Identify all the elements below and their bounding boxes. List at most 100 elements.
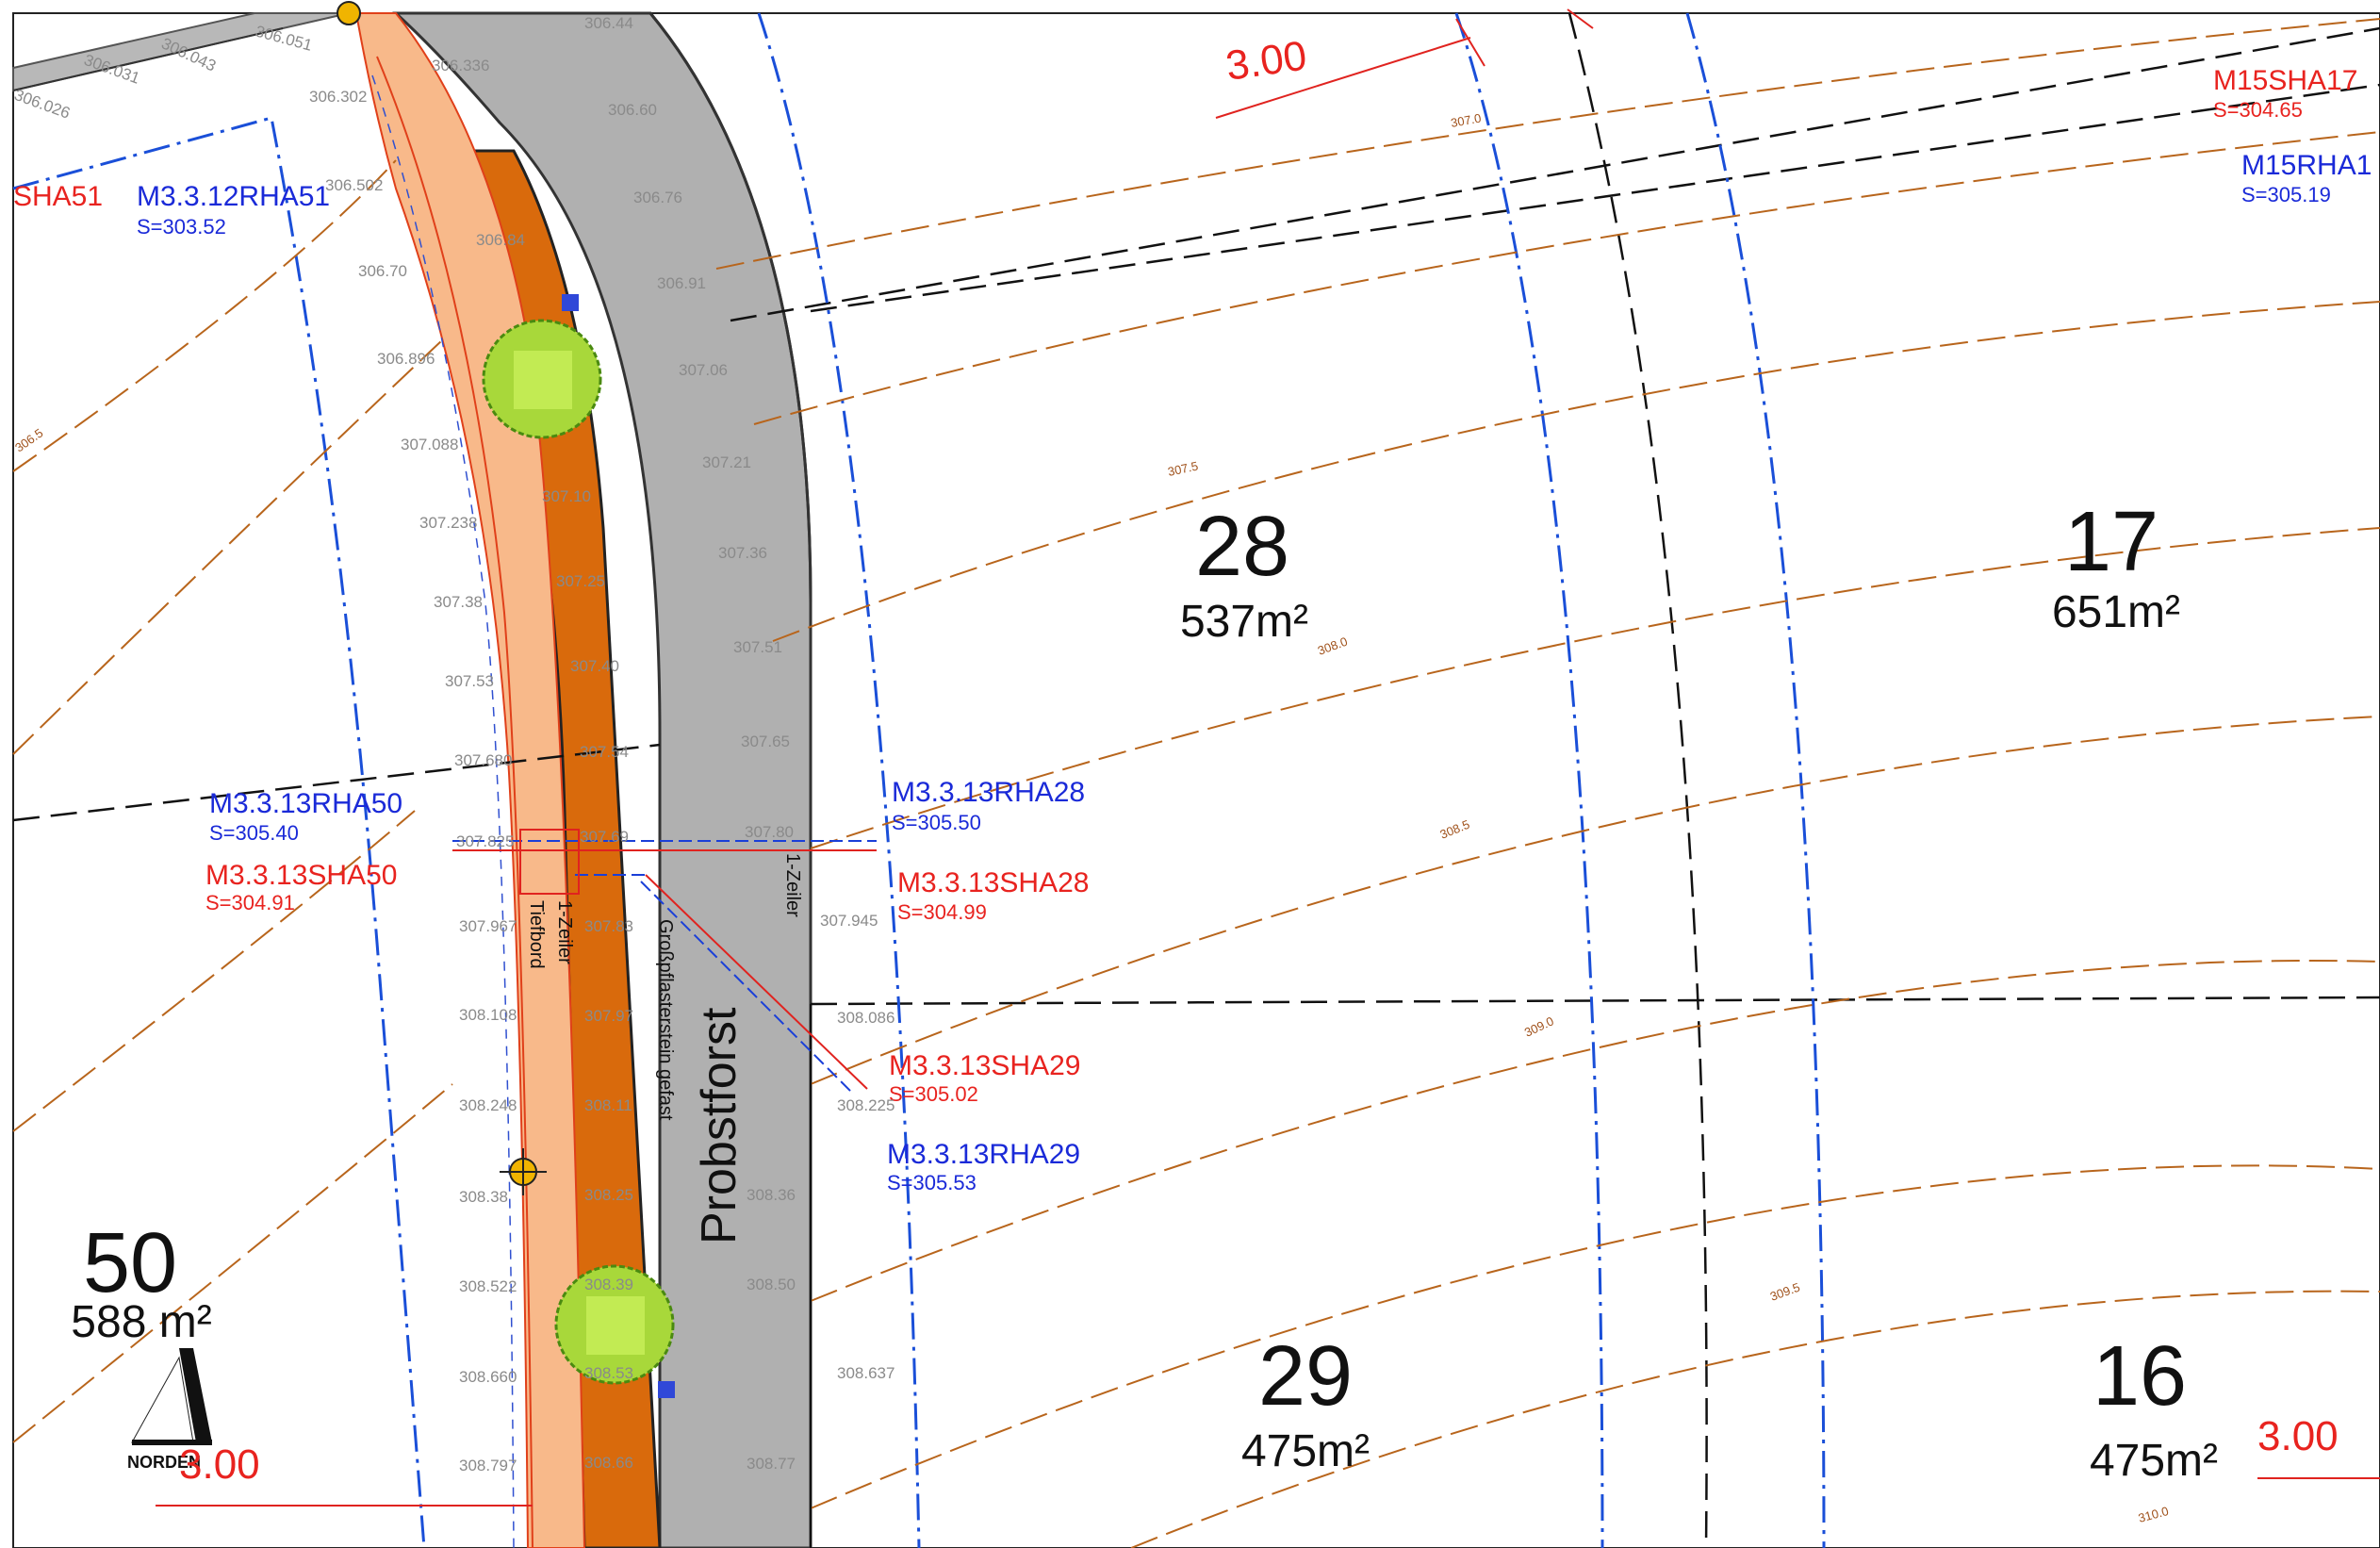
- elevation-labels-right: 306.44 306.60 306.76 306.91 307.06 307.2…: [584, 14, 895, 1473]
- elevation-label: 307.945: [820, 912, 878, 930]
- connection-elevation: S=303.52: [137, 215, 226, 239]
- dimension-value: 3.00: [1223, 32, 1310, 89]
- connection-id: M3.3.13SHA50: [205, 860, 397, 891]
- elevation-label: 308.39: [584, 1276, 633, 1293]
- street-lamp-icon: [336, 1, 361, 25]
- paving-label: Großpflasterstein gefast: [655, 919, 676, 1121]
- elevation-label: 307.97: [584, 1007, 633, 1025]
- connection-id: M15SHA17: [2213, 65, 2357, 96]
- elevation-label: 308.108: [459, 1006, 517, 1024]
- curb-sub-label: Tiefbord: [526, 900, 547, 969]
- elevation-label: 306.896: [377, 350, 435, 368]
- elevation-label: 307.54: [580, 743, 629, 761]
- elevation-label: 307.36: [718, 544, 767, 562]
- contour-label: 308.0: [1316, 634, 1350, 658]
- plot-area: 475m²: [2090, 1436, 2218, 1486]
- elevation-label: 307.825: [456, 832, 514, 850]
- tree-symbol: [482, 319, 602, 439]
- north-label: NORDEN: [127, 1453, 201, 1472]
- elevation-label: 308.77: [747, 1455, 796, 1473]
- elevation-label: 307.80: [745, 823, 794, 841]
- elevation-labels-left: 306.302 306.502 306.70 306.896 307.088 3…: [309, 88, 517, 1474]
- elevation-label: 307.83: [584, 917, 633, 935]
- connection-id: M3.3.13RHA50: [209, 788, 402, 819]
- elevation-label: 306.76: [633, 189, 682, 206]
- plot-area: 651m²: [2052, 587, 2180, 637]
- elevation-label: 307.10: [542, 487, 591, 505]
- contour-label: 308.5: [1438, 817, 1472, 842]
- north-arrow-icon: [131, 1348, 212, 1445]
- elevation-label: 306.60: [608, 101, 657, 119]
- contour-label: 309.5: [1768, 1280, 1802, 1304]
- elevation-label: 308.11: [584, 1096, 632, 1114]
- elevation-label: 308.522: [459, 1277, 517, 1295]
- elevation-label: 308.50: [747, 1276, 796, 1293]
- plot-number: 50: [83, 1216, 177, 1310]
- elevation-label: 308.086: [837, 1009, 895, 1027]
- dimension-value: 3.00: [2257, 1413, 2339, 1459]
- contour-label: 310.0: [2137, 1504, 2170, 1525]
- elevation-label: 307.25: [556, 572, 605, 590]
- elevation-label: 308.36: [747, 1186, 796, 1204]
- connection-elevation: S=305.50: [892, 811, 981, 834]
- elevation-label: 307.06: [679, 361, 728, 379]
- connection-id: M3.3.13SHA28: [897, 867, 1089, 898]
- connection-id: M15RHA1: [2241, 150, 2372, 181]
- elevation-label: 307.680: [454, 751, 512, 769]
- plot-boundaries: [12, 12, 2380, 1548]
- elevation-label: 306.026: [12, 86, 73, 123]
- elevation-label: 307.967: [459, 917, 517, 935]
- elevation-label: 306.44: [584, 14, 633, 32]
- elevation-label: 307.088: [401, 436, 458, 453]
- contour-label: 307.0: [1450, 111, 1483, 130]
- connection-elevation: S=305.53: [887, 1171, 977, 1194]
- connection-elevation: S=305.40: [209, 821, 299, 845]
- elevation-label: 308.225: [837, 1096, 895, 1114]
- connection-id: M3.3.12RHA51: [137, 181, 330, 212]
- curb-label: 1-Zeiler: [554, 900, 575, 964]
- plot-area: 537m²: [1180, 597, 1308, 647]
- street-lamp-icon: [500, 1148, 547, 1195]
- elevation-label: 308.637: [837, 1364, 895, 1382]
- connection-elevation: S=304.91: [205, 891, 295, 914]
- contour-label: 307.5: [1167, 458, 1200, 478]
- curb-dashed-line: [371, 74, 515, 1548]
- elevation-label: 308.660: [459, 1368, 517, 1386]
- connection-elevation: S=305.19: [2241, 183, 2331, 206]
- dimension-lines: [156, 8, 2380, 1507]
- plot-area: 588 m²: [71, 1297, 211, 1347]
- curb-label: 1-Zeiler: [782, 853, 803, 917]
- elevation-label: 307.51: [733, 638, 782, 656]
- existing-curb-top: [12, 27, 284, 91]
- drawing-frame: [12, 12, 2380, 1548]
- elevation-label: 308.66: [584, 1454, 633, 1472]
- contour-label: 309.0: [1522, 1013, 1556, 1039]
- elevation-labels-mid: 306.336 306.84 307.10 307.25 307.40 307.…: [432, 57, 633, 1472]
- plot-number: 17: [2064, 495, 2158, 589]
- connection-id: M3.3.13RHA29: [887, 1139, 1080, 1170]
- elevation-label: 308.797: [459, 1457, 517, 1474]
- connection-id: SHA51: [13, 181, 103, 212]
- plot-area: 475m²: [1241, 1426, 1370, 1476]
- elevation-label: 306.336: [432, 57, 489, 74]
- plot-number: 16: [2093, 1329, 2187, 1424]
- elevation-label: 306.91: [657, 274, 706, 292]
- elevation-label: 307.238: [419, 514, 477, 532]
- elevation-label: 307.21: [702, 453, 751, 471]
- elevation-label: 306.502: [325, 176, 383, 194]
- elevation-label: 308.25: [584, 1186, 633, 1204]
- drain-icon: [562, 294, 579, 311]
- elevation-label: 307.69: [580, 828, 629, 846]
- contour-label: 306.5: [12, 426, 45, 455]
- elevation-label: 307.38: [434, 593, 483, 611]
- elevation-label: 308.38: [459, 1188, 508, 1206]
- elevation-label: 308.248: [459, 1096, 517, 1114]
- connection-elevation: S=304.65: [2213, 98, 2303, 122]
- elevation-label: 307.53: [445, 672, 494, 690]
- elevation-label: 307.40: [570, 657, 619, 675]
- elevation-label: 306.84: [476, 231, 525, 249]
- elevation-label: 306.70: [358, 262, 407, 280]
- existing-road-top: [12, 12, 350, 92]
- connection-id: M3.3.13SHA29: [889, 1050, 1080, 1081]
